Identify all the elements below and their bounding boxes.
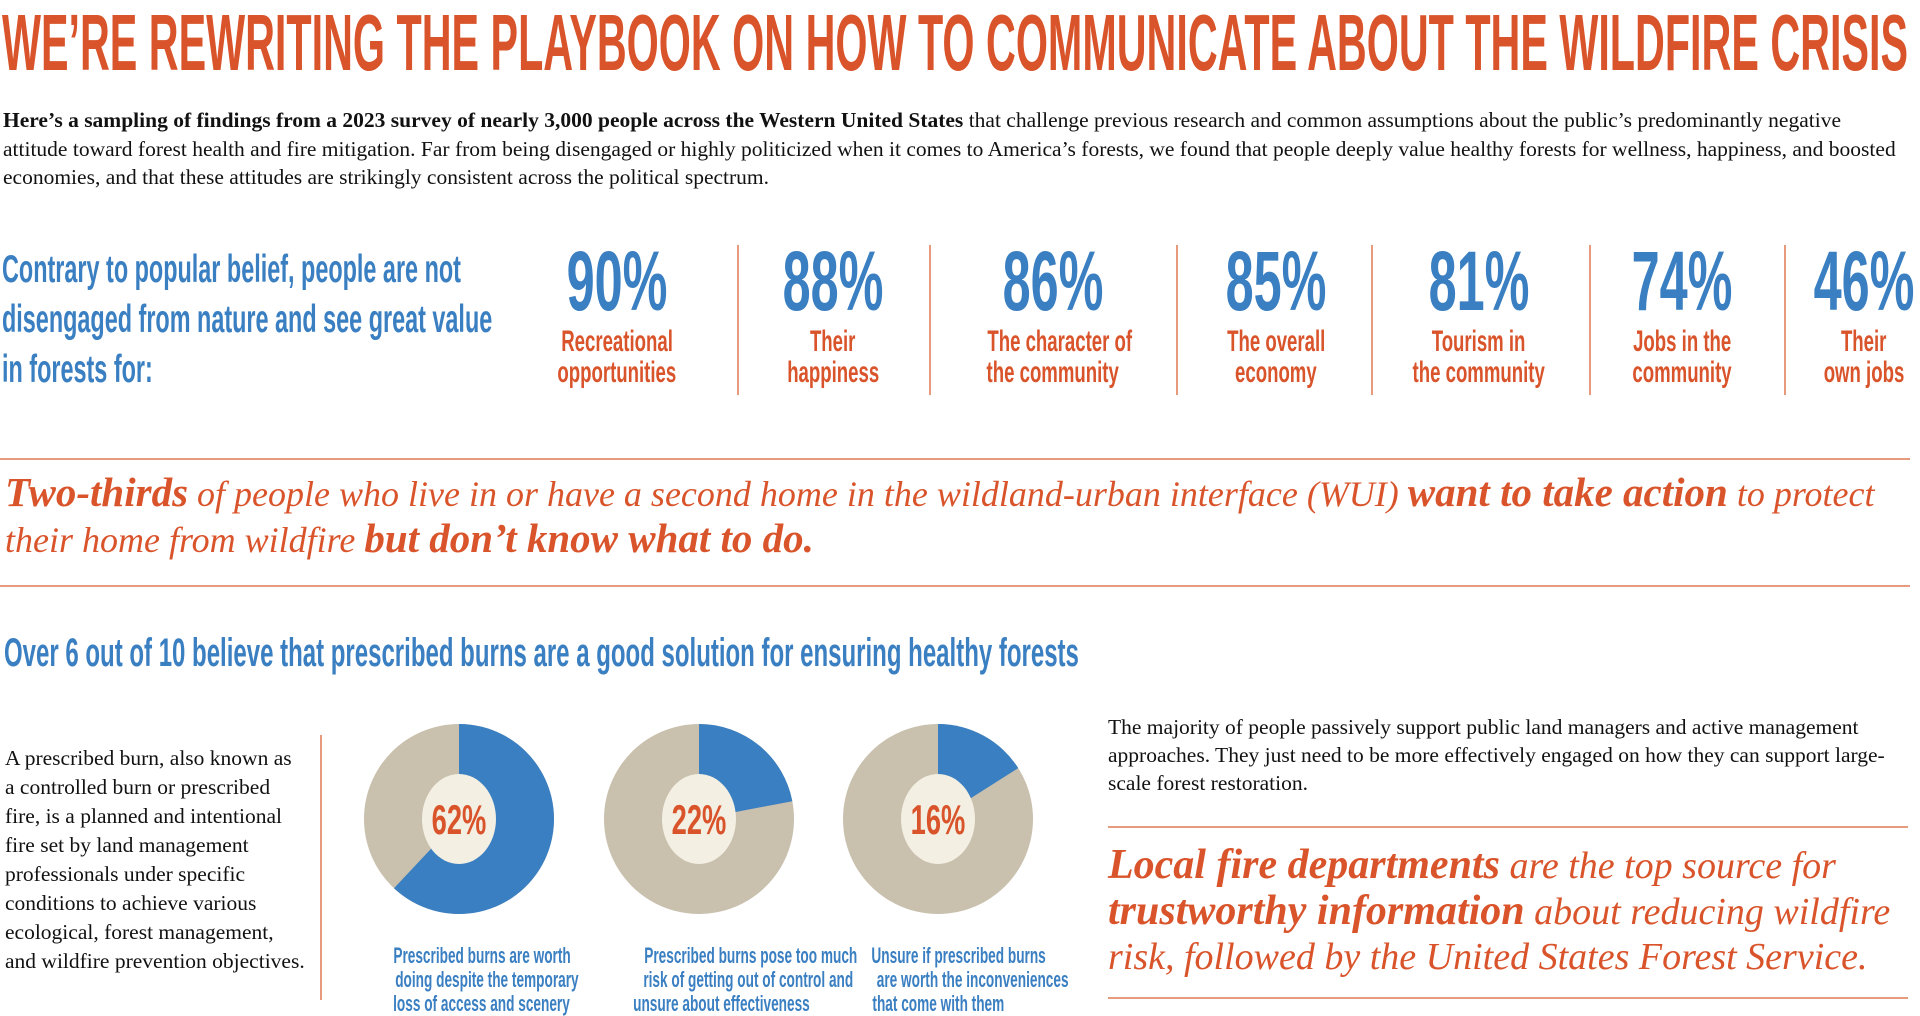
stat-percent: 86% (1002, 234, 1104, 328)
donut-chart: 22% Prescribed burns pose too much risk of… (579, 722, 857, 1016)
donut-caption: Unsure if prescribed burns (871, 943, 1046, 968)
lead-line: in forests for: (2, 348, 153, 391)
stat-label: Jobs in the (1632, 325, 1732, 358)
donut-caption: loss of access and scenery (393, 991, 570, 1016)
passive-support-paragraph: The majority of people passively support… (1108, 715, 1885, 795)
stat-label: the community (986, 356, 1120, 389)
stat-label: Their (1841, 325, 1887, 358)
donut-label: 62% (432, 796, 487, 843)
stat-item: 88% Their happiness (723, 236, 943, 388)
stat-divider (1784, 245, 1786, 395)
callout-bold: want to take action (1407, 469, 1728, 515)
stat-label: Their (810, 325, 856, 358)
callout-bold: but don’t know what to do. (364, 515, 814, 561)
callout-text: of people who live in or have a second h… (188, 474, 1408, 514)
donut-label: 16% (911, 796, 966, 843)
stat-label: opportunities (557, 356, 677, 389)
callout-text: to protect their home from wildfire (5, 474, 1875, 560)
intro-text: that challenge previous research and com… (3, 108, 1896, 189)
lead-statement: Contrary to popular belief, people are n… (2, 245, 562, 395)
callout-bold: trustworthy information (1108, 888, 1525, 934)
stat-label: community (1632, 356, 1732, 389)
donut-caption: Prescribed burns pose too much (644, 943, 858, 968)
stat-label: own jobs (1823, 356, 1905, 389)
stat-label: Tourism in (1432, 325, 1526, 358)
callout-text: are the top source for (1499, 845, 1836, 887)
stat-divider (1176, 245, 1178, 395)
stat-item: 85% The overall economy (1166, 236, 1386, 388)
burn-definition: A prescribed burn, also known as a contr… (5, 746, 305, 973)
stat-divider (1371, 245, 1373, 395)
callout-bold: Two-thirds (5, 469, 189, 515)
donut-label: 22% (672, 796, 727, 843)
stat-label: economy (1235, 356, 1317, 389)
donut-caption: that come with them (872, 991, 1004, 1016)
callout-text: about reducing wildfire risk, followed b… (1108, 891, 1891, 978)
stat-percent: 88% (782, 234, 884, 328)
donut-caption: are worth the inconveniences (876, 967, 1069, 992)
donut-caption: doing despite the temporary (395, 967, 579, 992)
stat-divider (1589, 245, 1591, 395)
stat-percent: 90% (566, 234, 668, 328)
donut-center (422, 774, 496, 864)
lead-line: disengaged from nature and see great val… (2, 298, 493, 341)
divider (0, 458, 1910, 460)
stat-item: 86% The character of the community (943, 236, 1163, 388)
two-thirds-callout: Two-thirds of people who live in or have… (5, 470, 1905, 562)
page-title: WE’RE REWRITING THE PLAYBOOK ON HOW TO C… (2, 0, 1908, 80)
donut-caption: risk of getting out of control and (643, 967, 854, 992)
intro-paragraph: Here’s a sampling of findings from a 202… (3, 106, 1903, 192)
donut-chart: 16% Unsure if prescribed burns are worth t… (818, 722, 1069, 1016)
vertical-divider (320, 735, 322, 1000)
stat-percent: 74% (1631, 234, 1733, 328)
lead-line: Contrary to popular belief, people are n… (2, 248, 461, 291)
donut-caption: unsure about effectiveness (633, 991, 810, 1016)
burn-heading: Over 6 out of 10 believe that prescribed… (4, 628, 1795, 678)
svg-text:WE’RE REWRITING THE PLAYBOOK O: WE’RE REWRITING THE PLAYBOOK ON HOW TO C… (2, 0, 1908, 80)
donut-caption: Prescribed burns are worth (393, 943, 571, 968)
stat-item: 90% Recreational opportunities (507, 236, 727, 388)
divider (1108, 997, 1908, 999)
stat-percent: 46% (1813, 234, 1915, 328)
stat-item: 74% Jobs in the community (1572, 236, 1792, 388)
stat-item: 46% Their own jobs (1754, 236, 1920, 388)
stat-divider (737, 245, 739, 395)
stat-divider (929, 245, 931, 395)
divider (0, 585, 1910, 587)
intro-bold: Here’s a sampling of findings from a 202… (3, 108, 964, 132)
stat-percent: 85% (1225, 234, 1327, 328)
donut-center (901, 774, 975, 864)
stat-label: The overall (1226, 325, 1326, 358)
donut-chart: 62% Prescribed burns are worth doing despi… (339, 722, 579, 1016)
divider (1108, 826, 1908, 828)
stat-label: The character of (987, 325, 1133, 358)
stat-label: the community (1412, 356, 1546, 389)
callout-bold: Local fire departments (1108, 842, 1500, 888)
stat-item: 81% Tourism in the community (1369, 236, 1589, 388)
donut-center (662, 774, 736, 864)
stat-label: happiness (787, 356, 879, 389)
local-fire-callout: Local fire departments are the top sourc… (1108, 843, 1918, 980)
burn-heading-text: Over 6 out of 10 believe that prescribed… (4, 631, 1079, 675)
stat-label: Recreational (561, 325, 673, 358)
stat-percent: 81% (1428, 234, 1530, 328)
